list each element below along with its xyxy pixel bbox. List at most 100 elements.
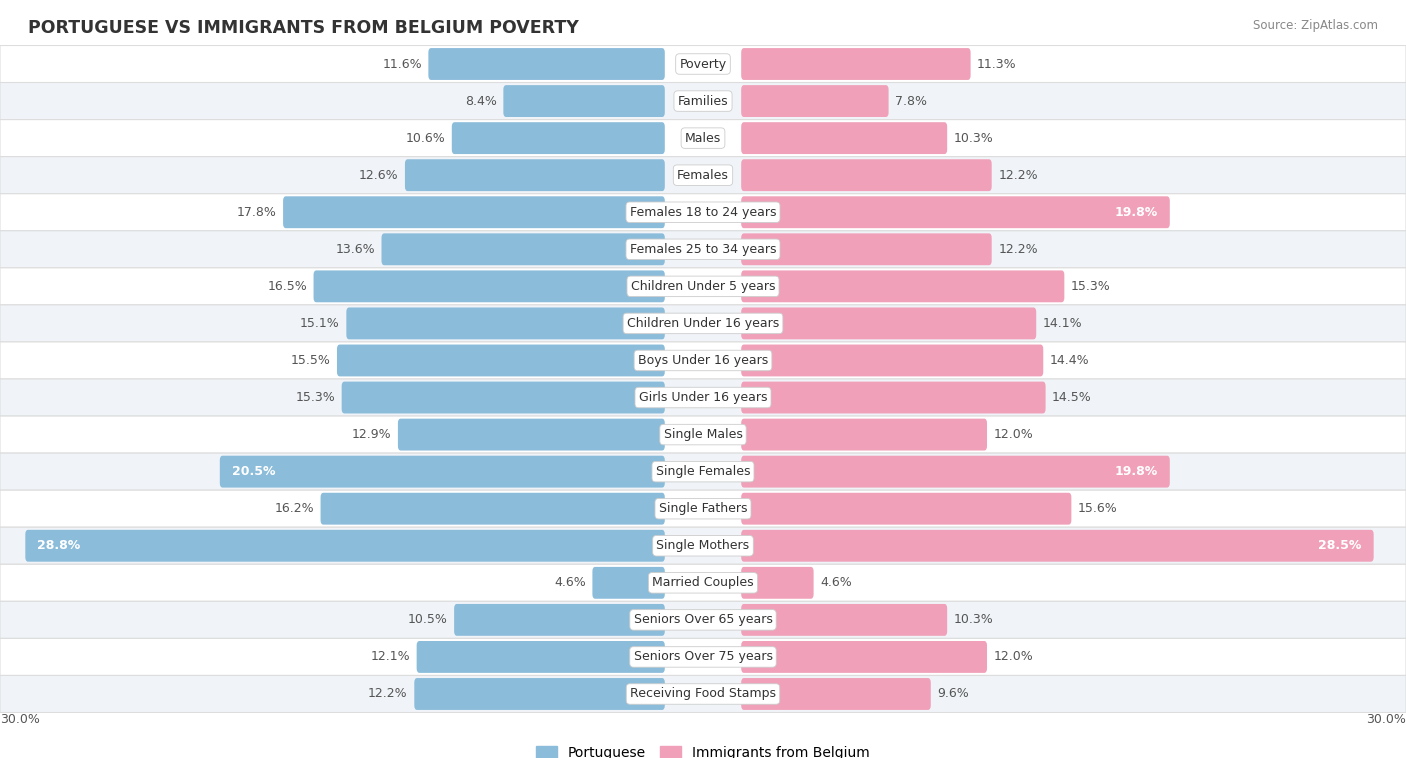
FancyBboxPatch shape xyxy=(741,233,991,265)
FancyBboxPatch shape xyxy=(0,157,1406,194)
Text: Married Couples: Married Couples xyxy=(652,576,754,589)
Text: 16.2%: 16.2% xyxy=(274,503,314,515)
FancyBboxPatch shape xyxy=(741,567,814,599)
FancyBboxPatch shape xyxy=(0,601,1406,638)
Text: 30.0%: 30.0% xyxy=(1367,713,1406,726)
Text: 12.2%: 12.2% xyxy=(998,169,1038,182)
Text: 11.3%: 11.3% xyxy=(977,58,1017,70)
Text: 30.0%: 30.0% xyxy=(0,713,39,726)
Text: 13.6%: 13.6% xyxy=(335,243,375,255)
FancyBboxPatch shape xyxy=(741,381,1046,413)
Text: 12.2%: 12.2% xyxy=(998,243,1038,255)
Text: 28.8%: 28.8% xyxy=(38,539,80,553)
Text: 10.5%: 10.5% xyxy=(408,613,447,626)
Text: 14.5%: 14.5% xyxy=(1052,391,1092,404)
Text: 15.5%: 15.5% xyxy=(291,354,330,367)
Text: 4.6%: 4.6% xyxy=(820,576,852,589)
FancyBboxPatch shape xyxy=(0,342,1406,379)
FancyBboxPatch shape xyxy=(741,271,1064,302)
FancyBboxPatch shape xyxy=(0,638,1406,675)
FancyBboxPatch shape xyxy=(429,48,665,80)
Text: Boys Under 16 years: Boys Under 16 years xyxy=(638,354,768,367)
Text: 12.6%: 12.6% xyxy=(359,169,398,182)
FancyBboxPatch shape xyxy=(741,530,1374,562)
Text: Single Fathers: Single Fathers xyxy=(659,503,747,515)
Legend: Portuguese, Immigrants from Belgium: Portuguese, Immigrants from Belgium xyxy=(530,741,876,758)
Text: PORTUGUESE VS IMMIGRANTS FROM BELGIUM POVERTY: PORTUGUESE VS IMMIGRANTS FROM BELGIUM PO… xyxy=(28,19,579,37)
FancyBboxPatch shape xyxy=(415,678,665,710)
FancyBboxPatch shape xyxy=(0,564,1406,601)
FancyBboxPatch shape xyxy=(398,418,665,450)
Text: Single Mothers: Single Mothers xyxy=(657,539,749,553)
FancyBboxPatch shape xyxy=(0,230,1406,268)
FancyBboxPatch shape xyxy=(741,196,1170,228)
FancyBboxPatch shape xyxy=(0,675,1406,713)
Text: 12.9%: 12.9% xyxy=(352,428,391,441)
Text: 17.8%: 17.8% xyxy=(236,205,277,219)
Text: 15.3%: 15.3% xyxy=(1071,280,1111,293)
Text: 4.6%: 4.6% xyxy=(554,576,586,589)
FancyBboxPatch shape xyxy=(0,416,1406,453)
FancyBboxPatch shape xyxy=(405,159,665,191)
FancyBboxPatch shape xyxy=(741,493,1071,525)
FancyBboxPatch shape xyxy=(0,453,1406,490)
Text: 12.0%: 12.0% xyxy=(994,650,1033,663)
FancyBboxPatch shape xyxy=(0,194,1406,230)
Text: 20.5%: 20.5% xyxy=(232,465,276,478)
Text: 8.4%: 8.4% xyxy=(465,95,496,108)
Text: Seniors Over 65 years: Seniors Over 65 years xyxy=(634,613,772,626)
FancyBboxPatch shape xyxy=(0,528,1406,564)
FancyBboxPatch shape xyxy=(741,641,987,673)
Text: 14.4%: 14.4% xyxy=(1050,354,1090,367)
FancyBboxPatch shape xyxy=(503,85,665,117)
Text: 14.1%: 14.1% xyxy=(1043,317,1083,330)
Text: 12.1%: 12.1% xyxy=(370,650,411,663)
FancyBboxPatch shape xyxy=(741,456,1170,487)
Text: Males: Males xyxy=(685,132,721,145)
Text: Source: ZipAtlas.com: Source: ZipAtlas.com xyxy=(1253,19,1378,32)
FancyBboxPatch shape xyxy=(0,120,1406,157)
FancyBboxPatch shape xyxy=(741,418,987,450)
FancyBboxPatch shape xyxy=(741,85,889,117)
Text: Single Females: Single Females xyxy=(655,465,751,478)
FancyBboxPatch shape xyxy=(342,381,665,413)
Text: 11.6%: 11.6% xyxy=(382,58,422,70)
Text: Families: Families xyxy=(678,95,728,108)
Text: 7.8%: 7.8% xyxy=(896,95,927,108)
FancyBboxPatch shape xyxy=(0,490,1406,528)
FancyBboxPatch shape xyxy=(337,345,665,377)
FancyBboxPatch shape xyxy=(741,48,970,80)
FancyBboxPatch shape xyxy=(314,271,665,302)
FancyBboxPatch shape xyxy=(741,159,991,191)
FancyBboxPatch shape xyxy=(741,678,931,710)
FancyBboxPatch shape xyxy=(0,268,1406,305)
FancyBboxPatch shape xyxy=(25,530,665,562)
FancyBboxPatch shape xyxy=(0,305,1406,342)
FancyBboxPatch shape xyxy=(741,308,1036,340)
Text: Children Under 16 years: Children Under 16 years xyxy=(627,317,779,330)
FancyBboxPatch shape xyxy=(416,641,665,673)
FancyBboxPatch shape xyxy=(454,604,665,636)
Text: Single Males: Single Males xyxy=(664,428,742,441)
FancyBboxPatch shape xyxy=(321,493,665,525)
Text: 15.1%: 15.1% xyxy=(299,317,340,330)
Text: 10.6%: 10.6% xyxy=(405,132,446,145)
Text: Receiving Food Stamps: Receiving Food Stamps xyxy=(630,688,776,700)
FancyBboxPatch shape xyxy=(741,345,1043,377)
FancyBboxPatch shape xyxy=(592,567,665,599)
Text: Children Under 5 years: Children Under 5 years xyxy=(631,280,775,293)
Text: 19.8%: 19.8% xyxy=(1115,205,1157,219)
Text: 15.3%: 15.3% xyxy=(295,391,335,404)
Text: 28.5%: 28.5% xyxy=(1317,539,1361,553)
FancyBboxPatch shape xyxy=(346,308,665,340)
Text: Seniors Over 75 years: Seniors Over 75 years xyxy=(634,650,772,663)
FancyBboxPatch shape xyxy=(0,83,1406,120)
Text: 16.5%: 16.5% xyxy=(267,280,307,293)
Text: 10.3%: 10.3% xyxy=(953,132,994,145)
FancyBboxPatch shape xyxy=(381,233,665,265)
FancyBboxPatch shape xyxy=(0,379,1406,416)
FancyBboxPatch shape xyxy=(219,456,665,487)
Text: 9.6%: 9.6% xyxy=(938,688,969,700)
Text: 19.8%: 19.8% xyxy=(1115,465,1157,478)
Text: 10.3%: 10.3% xyxy=(953,613,994,626)
